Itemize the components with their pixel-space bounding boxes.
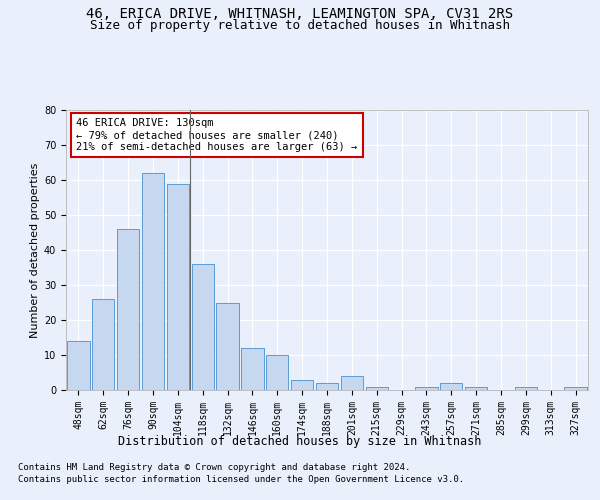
Bar [515,386,537,390]
Text: Contains HM Land Registry data © Crown copyright and database right 2024.: Contains HM Land Registry data © Crown c… [18,462,410,471]
Bar [341,376,363,390]
Bar [440,383,463,390]
Y-axis label: Number of detached properties: Number of detached properties [30,162,40,338]
Bar [191,264,214,390]
Text: Contains public sector information licensed under the Open Government Licence v3: Contains public sector information licen… [18,475,464,484]
Bar [142,173,164,390]
Bar [117,229,139,390]
Bar [316,383,338,390]
Bar [291,380,313,390]
Text: Size of property relative to detached houses in Whitnash: Size of property relative to detached ho… [90,18,510,32]
Bar [217,302,239,390]
Bar [365,386,388,390]
Bar [565,386,587,390]
Bar [92,299,115,390]
Bar [67,341,89,390]
Text: Distribution of detached houses by size in Whitnash: Distribution of detached houses by size … [118,435,482,448]
Bar [415,386,437,390]
Bar [266,355,289,390]
Text: 46, ERICA DRIVE, WHITNASH, LEAMINGTON SPA, CV31 2RS: 46, ERICA DRIVE, WHITNASH, LEAMINGTON SP… [86,8,514,22]
Bar [167,184,189,390]
Bar [241,348,263,390]
Bar [465,386,487,390]
Text: 46 ERICA DRIVE: 130sqm
← 79% of detached houses are smaller (240)
21% of semi-de: 46 ERICA DRIVE: 130sqm ← 79% of detached… [76,118,358,152]
